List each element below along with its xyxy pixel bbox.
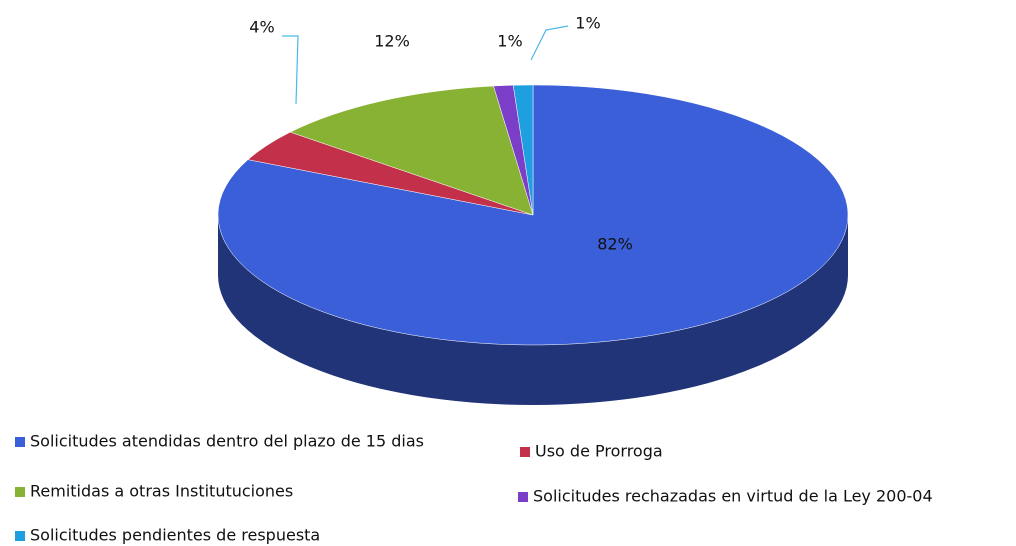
data-label: 12% [374,32,410,51]
legend-swatch [15,531,25,541]
legend-swatch [15,487,25,497]
legend-label: Solicitudes atendidas dentro del plazo d… [30,432,424,451]
legend-label: Uso de Prorroga [535,442,663,461]
pie-slice [289,85,534,216]
slice-side [218,215,848,405]
legend-swatch [15,437,25,447]
legend-label: Remitidas a otras Institutuciones [30,482,293,501]
legend-label: Solicitudes pendientes de respuesta [30,526,320,545]
pie-slice [512,84,534,216]
legend-label: Solicitudes rechazadas en virtud de la L… [533,487,933,506]
data-label: 1% [575,14,600,33]
leader-line [530,25,569,61]
leader-line [282,35,299,105]
data-label: 1% [497,32,522,51]
legend-swatch [518,492,528,502]
data-label: 82% [597,235,633,254]
data-label: 4% [249,18,274,37]
legend-swatch [520,447,530,457]
